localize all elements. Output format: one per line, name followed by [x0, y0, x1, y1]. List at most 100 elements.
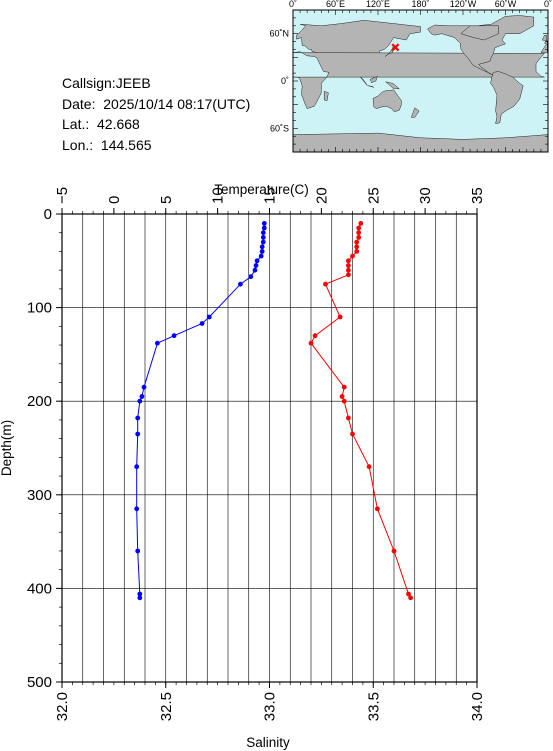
salinity-point	[356, 235, 362, 240]
depth-tick-label: 500	[27, 674, 52, 691]
temperature-point	[139, 394, 145, 399]
temperature-tick-label: −5	[54, 187, 71, 204]
map-land	[460, 25, 499, 41]
map-land	[410, 107, 420, 118]
salinity-series	[308, 221, 413, 601]
map-land	[368, 85, 374, 88]
map-lat-label: 60˚S	[270, 123, 289, 133]
temperature-point	[137, 398, 143, 404]
salinity-point	[375, 506, 380, 512]
temperature-point	[135, 548, 141, 554]
salinity-point	[354, 249, 360, 254]
map-land	[372, 89, 402, 113]
map-lon-label: 0˚	[289, 0, 297, 9]
map-lon-label: 60˚W	[495, 0, 517, 9]
salinity-point	[366, 464, 372, 470]
temperature-tick-label: 25	[365, 187, 382, 204]
temperature-point	[261, 225, 267, 231]
salinity-point	[358, 221, 364, 226]
temperature-point	[155, 340, 160, 346]
temperature-tick-label: 5	[158, 196, 175, 204]
salinity-point	[350, 431, 355, 437]
temperature-line	[136, 223, 265, 598]
temperature-point	[259, 249, 265, 254]
salinity-tick-label: 32.0	[54, 692, 71, 721]
map-land	[490, 71, 524, 124]
map-land	[427, 15, 535, 75]
salinity-point	[350, 253, 355, 259]
date-text: Date: 2025/10/14 08:17(UTC)	[62, 95, 251, 112]
station-marker	[391, 43, 400, 52]
depth-axis-title: Depth(m)	[0, 420, 14, 476]
map-lon-label: 180˚	[411, 0, 429, 9]
map-lon-label: 0˚	[544, 0, 552, 9]
chart-grid	[62, 214, 477, 682]
temperature-point	[134, 464, 140, 470]
salinity-point	[341, 384, 347, 390]
map-land	[385, 81, 401, 90]
temperature-point	[259, 244, 265, 250]
map-lat-label: 0˚	[281, 76, 289, 86]
map-land	[541, 34, 547, 42]
temperature-tick-label: 10	[210, 187, 227, 204]
depth-tick-label: 100	[27, 300, 52, 317]
salinity-point	[408, 595, 413, 601]
depth-tick-label: 200	[27, 393, 52, 410]
map-land	[360, 76, 368, 86]
salinity-point	[406, 591, 411, 597]
map-lon-label: 120˚W	[450, 0, 477, 9]
temperature-point	[253, 263, 259, 268]
temperature-point	[260, 235, 266, 240]
salinity-line	[310, 223, 412, 599]
world-map: 0˚ 60˚E 120˚E 180˚ 120˚W 60˚W 0˚ 60˚N 0˚ 60˚S	[269, 0, 552, 153]
salinity-point	[346, 263, 351, 268]
temperature-point	[137, 591, 143, 597]
temperature-point	[135, 431, 141, 437]
temperature-tick-label: 20	[313, 187, 330, 204]
map-land	[369, 75, 378, 83]
temperature-point	[141, 384, 147, 390]
temperature-point	[135, 415, 141, 421]
temperature-point	[206, 314, 212, 320]
salinity-point	[354, 239, 360, 245]
temperature-point	[248, 274, 254, 280]
salinity-point	[391, 548, 397, 554]
salinity-point	[337, 314, 343, 320]
salinity-tick-label: 33.0	[262, 692, 279, 721]
map-land	[292, 51, 546, 109]
salinity-point	[356, 225, 362, 231]
temperature-point	[238, 281, 243, 287]
map-land	[323, 90, 329, 102]
temperature-tick-label: 0	[106, 196, 123, 204]
salinity-tick-label: 34.0	[469, 692, 486, 721]
temperature-series	[134, 221, 267, 601]
temperature-point	[171, 333, 177, 339]
temperature-point	[137, 595, 143, 601]
temperature-point	[252, 267, 258, 273]
temperature-tick-label: 15	[262, 187, 279, 204]
temperature-point	[199, 321, 205, 326]
salinity-point	[346, 258, 351, 264]
depth-tick-label: 400	[27, 580, 52, 597]
map-lat-label: 60˚N	[269, 29, 289, 39]
salinity-point	[346, 267, 351, 273]
salinity-point	[346, 415, 351, 421]
callsign-text: Callsign:JEEB	[62, 75, 151, 91]
salinity-axis-title: Salinity	[246, 735, 290, 750]
map-lon-label: 60˚E	[326, 0, 345, 9]
salinity-point	[308, 340, 314, 346]
salinity-point	[341, 398, 347, 404]
depth-tick-label: 0	[44, 206, 52, 223]
salinity-point	[312, 333, 318, 339]
longitude-text: Lon.: 144.565	[62, 136, 152, 153]
salinity-point	[356, 230, 362, 236]
salinity-tick-label: 32.5	[158, 692, 175, 721]
salinity-point	[354, 244, 360, 250]
temperature-tick-label: 35	[469, 187, 486, 204]
salinity-point	[346, 272, 351, 278]
temperature-tick-label: 30	[417, 187, 434, 204]
temperature-point	[254, 258, 260, 264]
temperature-axis-title: Temperature(C)	[214, 182, 309, 197]
temperature-point	[261, 221, 267, 226]
